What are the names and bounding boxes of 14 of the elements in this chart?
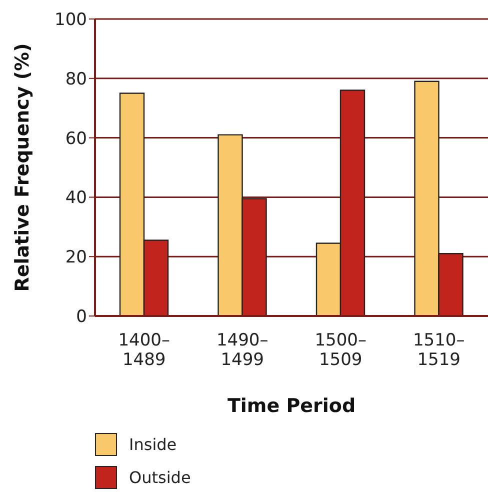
legend-label: Inside [129, 435, 177, 454]
y-tick-label: 40 [65, 188, 87, 208]
x-tick-label: 1510–1519 [412, 330, 465, 370]
y-tick-label: 0 [76, 307, 87, 328]
y-tick-label: 80 [65, 69, 87, 90]
y-tick-label: 20 [65, 248, 87, 268]
y-tick-label: 100 [54, 10, 87, 30]
x-tick-label: 1490–1499 [216, 330, 268, 370]
y-tick-label: 60 [65, 128, 87, 149]
y-axis-title: Relative Frequency (%) [12, 43, 34, 292]
x-tick-label: 1400–1489 [118, 330, 170, 370]
x-tick-label: 1500–1509 [314, 330, 367, 370]
x-axis-title: Time Period [227, 395, 356, 417]
legend-label: Outside [129, 468, 191, 487]
